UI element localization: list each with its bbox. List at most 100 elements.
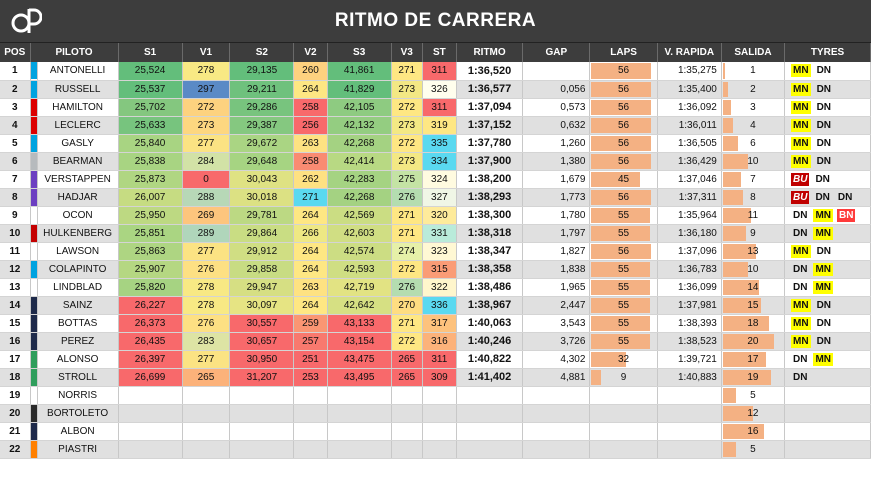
- table-row[interactable]: 14 SAINZ 26,227 278 30,097 264 42,642 270 336 1:3…: [0, 296, 871, 315]
- table-row[interactable]: 9 OCON 25,950 269 29,781 264 42,569 271 320 1:38,…: [0, 206, 871, 225]
- cell-vrapida: [657, 404, 722, 423]
- cell-tyres: DN MN: [784, 278, 871, 297]
- table-row[interactable]: 20 BORTOLETO 12: [0, 404, 871, 423]
- cell-vrapida: 1:36,099: [657, 278, 722, 297]
- table-row[interactable]: 3 HAMILTON 25,702 272 29,286 258 42,105 272 311 1…: [0, 98, 871, 117]
- cell-laps: 56: [589, 242, 658, 261]
- table-row[interactable]: 16 PEREZ 26,435 283 30,657 257 43,154 272 316 1:4…: [0, 332, 871, 351]
- table-row[interactable]: 4 LECLERC 25,633 273 29,387 256 42,132 273 319 1:…: [0, 116, 871, 135]
- cell-gap: 2,447: [522, 296, 591, 315]
- cell-gap: 1,773: [522, 188, 591, 207]
- cell-salida: 4: [721, 116, 786, 135]
- table-row[interactable]: 11 LAWSON 25,863 277 29,912 264 42,574 274 323 1:…: [0, 242, 871, 261]
- col-header-tyres[interactable]: TYRES: [784, 43, 871, 62]
- cell-vrapida: 1:37,096: [657, 242, 722, 261]
- col-header-v1[interactable]: V1: [182, 43, 231, 62]
- cell-s2: [229, 404, 295, 423]
- table-row[interactable]: 2 RUSSELL 25,537 297 29,211 264 41,829 273 326 1:…: [0, 80, 871, 99]
- cell-gap: 1,679: [522, 170, 591, 189]
- col-header-v3[interactable]: V3: [391, 43, 423, 62]
- table-row[interactable]: 13 LINDBLAD 25,820 278 29,947 263 42,719 276 322…: [0, 278, 871, 297]
- col-header-laps[interactable]: LAPS: [589, 43, 658, 62]
- cell-ritmo: 1:37,780: [456, 134, 524, 153]
- col-header-ritmo[interactable]: RITMO: [456, 43, 524, 62]
- laps-value: 56: [618, 245, 630, 257]
- cell-v3: 272: [391, 332, 423, 351]
- col-header-salida[interactable]: SALIDA: [721, 43, 786, 62]
- cell-s2: 30,950: [229, 350, 295, 369]
- laps-bar: [591, 207, 651, 223]
- col-header-s3[interactable]: S3: [327, 43, 392, 62]
- cell-salida: 7: [721, 170, 786, 189]
- cell-gap: 1,827: [522, 242, 591, 261]
- table-row[interactable]: 15 BOTTAS 26,373 276 30,557 259 43,133 271 317 1:…: [0, 314, 871, 333]
- table-row[interactable]: 12 COLAPINTO 25,907 276 29,858 264 42,593 272 31…: [0, 260, 871, 279]
- col-header-pos[interactable]: POS: [0, 43, 31, 62]
- cell-s3: [327, 386, 392, 405]
- salida-value: 18: [747, 317, 759, 329]
- cell-s2: [229, 386, 295, 405]
- cell-driver-name: RUSSELL: [37, 80, 119, 99]
- cell-pos: 1: [0, 62, 31, 81]
- table-row[interactable]: 22 PIASTRI 5: [0, 440, 871, 459]
- table-row[interactable]: 19 NORRIS 5: [0, 386, 871, 405]
- cell-gap: 0,056: [522, 80, 591, 99]
- cell-gap: 4,881: [522, 368, 591, 387]
- tyre-badge: DN: [793, 263, 808, 275]
- laps-bar: [591, 81, 652, 97]
- cell-gap: 1,780: [522, 206, 591, 225]
- table-row[interactable]: 1 ANTONELLI 25,524 278 29,135 260 41,861 271 311…: [0, 62, 871, 81]
- cell-s1: 25,907: [118, 260, 183, 279]
- cell-v1: 277: [182, 134, 231, 153]
- table-row[interactable]: 21 ALBON 16: [0, 422, 871, 441]
- table-row[interactable]: 6 BEARMAN 25,838 284 29,648 258 42,414 273 334 1:…: [0, 152, 871, 171]
- table-row[interactable]: 7 VERSTAPPEN 25,873 0 30,043 262 42,283 275 324 1…: [0, 170, 871, 189]
- col-header-v2[interactable]: V2: [293, 43, 328, 62]
- table-row[interactable]: 5 GASLY 25,840 277 29,672 263 42,268 272 335 1:37…: [0, 134, 871, 153]
- cell-pos: 18: [0, 368, 31, 387]
- table-row[interactable]: 17 ALONSO 26,397 277 30,950 251 43,475 265 311 1:…: [0, 350, 871, 369]
- cell-s3: [327, 404, 392, 423]
- col-header-gap[interactable]: GAP: [522, 43, 591, 62]
- cell-pos: 20: [0, 404, 31, 423]
- team-color-stripe: [30, 80, 38, 99]
- col-header-s1[interactable]: S1: [118, 43, 183, 62]
- cell-laps: 55: [589, 260, 658, 279]
- cell-s3: 42,603: [327, 224, 392, 243]
- table-row[interactable]: 18 STROLL 26,699 265 31,207 253 43,495 265 309 1:…: [0, 368, 871, 387]
- tyre-badge: MN: [791, 64, 811, 78]
- cell-s3: 42,593: [327, 260, 392, 279]
- cell-salida: 2: [721, 80, 786, 99]
- cell-ritmo: 1:38,293: [456, 188, 524, 207]
- cell-v3: 272: [391, 134, 423, 153]
- col-header-vrapida[interactable]: V. RAPIDA: [657, 43, 722, 62]
- cell-salida: 14: [721, 278, 786, 297]
- cell-vrapida: 1:40,883: [657, 368, 722, 387]
- col-header-s2[interactable]: S2: [229, 43, 295, 62]
- table-row[interactable]: 10 HULKENBERG 25,851 289 29,864 266 42,603 271 3…: [0, 224, 871, 243]
- cell-v2: 264: [293, 206, 328, 225]
- cell-salida: 3: [721, 98, 786, 117]
- cell-s2: 29,864: [229, 224, 295, 243]
- cell-vrapida: 1:35,275: [657, 62, 722, 81]
- col-header-st[interactable]: ST: [422, 43, 457, 62]
- col-header-piloto[interactable]: PILOTO: [30, 43, 119, 62]
- tyre-badge: DN: [816, 101, 832, 113]
- cell-v3: 271: [391, 62, 423, 81]
- cell-s1: 26,007: [118, 188, 183, 207]
- laps-value: 45: [618, 173, 630, 185]
- cell-s1: [118, 440, 183, 459]
- cell-v1: 284: [182, 152, 231, 171]
- cell-ritmo: 1:40,822: [456, 350, 524, 369]
- cell-s2: 29,947: [229, 278, 295, 297]
- salida-value: 4: [750, 119, 756, 131]
- cell-gap: [522, 440, 591, 459]
- cell-s2: 29,781: [229, 206, 295, 225]
- tyre-badge: BU: [791, 190, 810, 204]
- table-row[interactable]: 8 HADJAR 26,007 288 30,018 271 42,268 276 327 1:3…: [0, 188, 871, 207]
- cell-v2: [293, 440, 328, 459]
- cell-salida: 19: [721, 368, 786, 387]
- cell-gap: [522, 386, 591, 405]
- cell-s2: 30,097: [229, 296, 295, 315]
- salida-value: 1: [750, 65, 756, 77]
